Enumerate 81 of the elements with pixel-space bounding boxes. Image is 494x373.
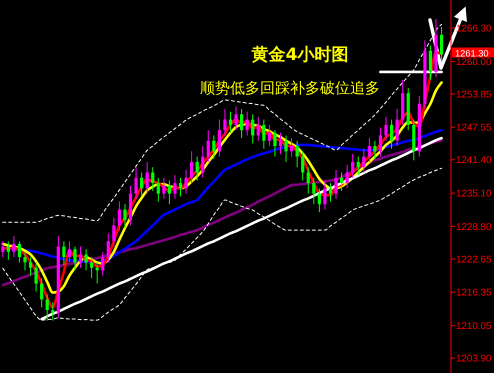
- candlestick: [51, 302, 54, 322]
- candlestick: [123, 204, 127, 229]
- candlestick: [40, 278, 44, 308]
- candlestick: [218, 119, 221, 158]
- candlestick: [23, 251, 27, 271]
- y-tick-label: 1253.85: [456, 89, 492, 100]
- candlestick: [62, 240, 66, 266]
- candlestick: [212, 134, 216, 160]
- candlestick: [351, 153, 354, 178]
- y-tick-label: 1203.90: [456, 354, 492, 365]
- candlestick: [368, 138, 371, 162]
- candlestick: [168, 180, 172, 205]
- y-tick-label: 1228.80: [456, 222, 492, 233]
- candlestick: [440, 26, 444, 62]
- candlestick: [318, 188, 321, 213]
- candlestick: [206, 130, 210, 162]
- candlestick: [390, 119, 394, 150]
- candlestick: [306, 166, 310, 194]
- candlestick: [184, 169, 188, 194]
- candlestick: [384, 116, 388, 142]
- line-series: [2, 24, 442, 223]
- y-tick-label: 1247.55: [456, 122, 492, 134]
- candlestick: [118, 201, 122, 232]
- candlestick: [18, 240, 22, 263]
- candlestick: [296, 140, 299, 168]
- candlestick: [96, 262, 99, 284]
- candlestick: [12, 235, 16, 258]
- y-tick-label: 1216.35: [456, 288, 492, 299]
- candlestick: [173, 174, 177, 200]
- candlestick: [284, 134, 288, 162]
- candlestick: [290, 138, 294, 158]
- y-tick-label: 1241.40: [456, 155, 492, 166]
- candlestick: [362, 148, 366, 173]
- candlestick: [196, 156, 199, 181]
- text: 顺势低多回踩补多破位追多: [200, 79, 380, 97]
- candlestick: [334, 169, 338, 200]
- candlestick: [273, 130, 277, 158]
- candlestick: [256, 116, 260, 142]
- candlestick: [240, 108, 244, 139]
- candlestick: [251, 114, 254, 144]
- candlestick: [46, 294, 49, 322]
- candlestick: [312, 177, 316, 205]
- candlestick: [356, 156, 360, 176]
- candlestick: [178, 177, 182, 197]
- candlestick: [262, 119, 266, 150]
- candlestick: [428, 45, 432, 80]
- candlestick: [68, 240, 72, 263]
- candlestick: [1, 240, 4, 258]
- candlestick: [78, 246, 82, 268]
- candlestick: [373, 140, 377, 160]
- candlestick: [34, 262, 38, 292]
- y-tick-label: 1235.10: [456, 188, 492, 200]
- candlestick: [323, 180, 327, 210]
- candlestick: [378, 127, 382, 158]
- candlestick: [146, 161, 149, 194]
- candlestick: [6, 240, 10, 260]
- candlestick: [112, 216, 116, 248]
- candlestick: [156, 177, 160, 202]
- candlestick: [301, 150, 304, 181]
- candlestick: [106, 232, 110, 263]
- text: 1261.30: [455, 48, 489, 58]
- candlestick: [101, 251, 104, 276]
- candlestick: [223, 108, 227, 136]
- candlestick: [201, 146, 204, 178]
- candlestick: [234, 106, 238, 131]
- y-tick-label: 1210.05: [456, 321, 492, 332]
- candlestick: [190, 150, 194, 184]
- candlestick: [246, 111, 249, 136]
- text: 黄金4小时图: [250, 45, 348, 65]
- candlestick: [278, 132, 282, 154]
- y-tick-label: 1260.00: [456, 56, 492, 68]
- candlestick: [134, 166, 138, 200]
- candlestick: [84, 248, 88, 271]
- candlestick: [140, 172, 144, 197]
- y-tick-label: 1222.65: [456, 254, 492, 266]
- candlestick: [396, 108, 399, 147]
- candlestick: [228, 111, 232, 134]
- candlestick: [73, 246, 77, 271]
- candlestick: [346, 164, 349, 189]
- candlestick: [162, 177, 166, 200]
- candlestick: [151, 166, 154, 192]
